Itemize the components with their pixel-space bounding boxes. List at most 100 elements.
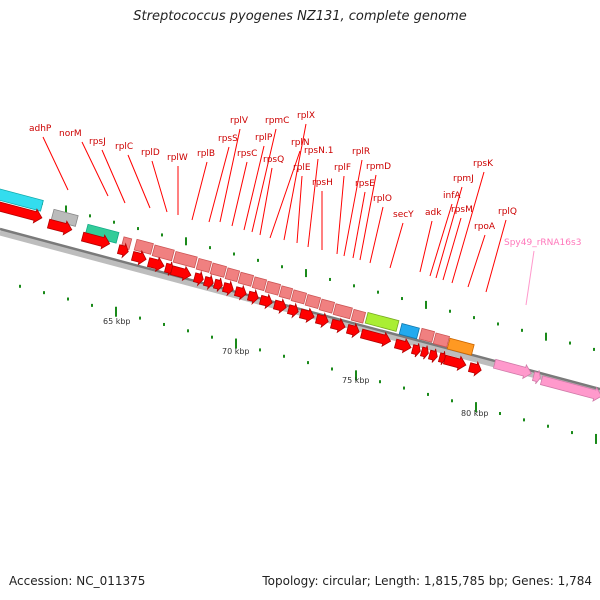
- cds-arrow: [212, 277, 223, 292]
- gene-label: rplX: [297, 111, 315, 121]
- cds-arrow: [329, 317, 346, 334]
- gene-label: adk: [425, 208, 442, 218]
- label-connector: [336, 175, 345, 255]
- gene-label: secY: [393, 210, 414, 220]
- cds-arrow: [345, 322, 360, 339]
- cds-arrow: [419, 345, 429, 360]
- label-connector: [259, 167, 273, 236]
- rrna-arrow: [531, 370, 541, 385]
- cds-arrow: [258, 293, 273, 310]
- cds-arrow: [202, 273, 214, 291]
- label-connector: [307, 158, 319, 248]
- cds-arrow: [116, 242, 129, 259]
- cds-arrow: [233, 284, 247, 301]
- cds-arrow: [314, 312, 329, 329]
- label-connector: [283, 123, 307, 241]
- gene-label: rplV: [230, 116, 249, 126]
- ribosomal-gene-block: [195, 257, 213, 273]
- ribosomal-gene-block: [251, 276, 268, 292]
- cds-arrow: [393, 338, 412, 354]
- cds-arrow: [46, 218, 73, 236]
- gene-label: rplF: [334, 163, 351, 173]
- gene-features: [0, 187, 600, 402]
- label-connector: [219, 128, 241, 223]
- ribosomal-gene-block: [224, 267, 241, 283]
- ribosomal-gene-block: [318, 298, 336, 314]
- gene-label: rplO: [373, 194, 392, 204]
- ribosomal-gene-block: [151, 244, 175, 262]
- cds-arrow: [272, 298, 287, 314]
- map-title: Streptococcus pyogenes NZ131, complete g…: [133, 9, 467, 24]
- cds-arrow: [130, 249, 147, 266]
- gene-label: rpmD: [366, 162, 391, 172]
- gene-label: norM: [59, 129, 82, 139]
- gene-label: rplQ: [498, 207, 517, 217]
- label-connector: [81, 141, 109, 197]
- gene-label: rplD: [141, 148, 160, 158]
- label-connector: [243, 145, 265, 231]
- label-connector: [435, 186, 463, 279]
- scale-label: 75 kbp: [342, 376, 370, 385]
- label-connector: [251, 128, 277, 233]
- label-connector: [429, 203, 453, 277]
- ribosomal-gene-block: [350, 308, 367, 324]
- label-connector: [359, 174, 377, 261]
- gene-label: rpmJ: [453, 174, 474, 184]
- gene-label: infA: [443, 191, 461, 201]
- ribosomal-gene-block: [237, 271, 255, 287]
- gene-label: rplN: [291, 138, 310, 148]
- ribosomal-gene-block: [209, 262, 228, 278]
- cds-arrow: [0, 200, 43, 224]
- ribosomal-gene-block: [278, 285, 294, 300]
- cds-arrow: [410, 343, 421, 358]
- gene-label: rplR: [352, 147, 370, 157]
- scale-ticks: [17, 195, 597, 444]
- ribosomal-gene-block: [332, 303, 353, 320]
- label-connector: [451, 171, 485, 284]
- gene-label: rpmC: [265, 116, 289, 126]
- label-connector: [352, 191, 366, 259]
- cds-arrow: [192, 270, 204, 287]
- gene-label: rpoA: [474, 222, 496, 232]
- feature-block-blue: [398, 323, 420, 340]
- ribosomal-gene-block: [418, 327, 436, 343]
- scale-label: 70 kbp: [222, 347, 250, 356]
- label-connector: [208, 146, 230, 223]
- gene-label: rpsN.1: [304, 146, 333, 156]
- label-connector: [442, 217, 462, 281]
- label-connector: [127, 154, 151, 209]
- feature-block-cyan: [0, 187, 44, 212]
- cds-arrow: [221, 280, 234, 297]
- rrna-arrow: [539, 375, 600, 402]
- cds-arrow: [80, 231, 111, 250]
- gene-label: Spy49_rRNA16s3: [504, 238, 581, 248]
- cds-arrow: [298, 307, 315, 323]
- label-connector: [369, 206, 384, 264]
- ribosomal-gene-block: [172, 250, 198, 269]
- gene-label: adhP: [29, 124, 52, 134]
- label-connector: [231, 161, 248, 227]
- label-connectors: [42, 123, 535, 306]
- topology-text: Topology: circular; Length: 1,815,785 bp…: [262, 574, 592, 588]
- label-connector: [42, 136, 69, 191]
- label-connector: [343, 159, 363, 257]
- ribosomal-gene-block: [304, 294, 322, 309]
- feature-block-lime: [364, 312, 400, 332]
- gene-label: rpsH: [312, 178, 333, 188]
- cds-arrow: [442, 354, 467, 371]
- label-connector: [485, 219, 507, 293]
- gene-label: rplE: [293, 163, 311, 173]
- scale-label: 80 kbp: [461, 409, 489, 418]
- label-connector: [151, 160, 168, 213]
- cds-arrow: [437, 351, 446, 366]
- ribosomal-gene-block: [290, 289, 308, 305]
- feature-block-orange: [446, 337, 475, 356]
- label-connector: [191, 161, 208, 221]
- cds-arrow: [427, 348, 438, 363]
- ribosomal-gene-block: [264, 280, 282, 296]
- cds-arrow: [246, 288, 259, 305]
- label-connector: [269, 150, 301, 239]
